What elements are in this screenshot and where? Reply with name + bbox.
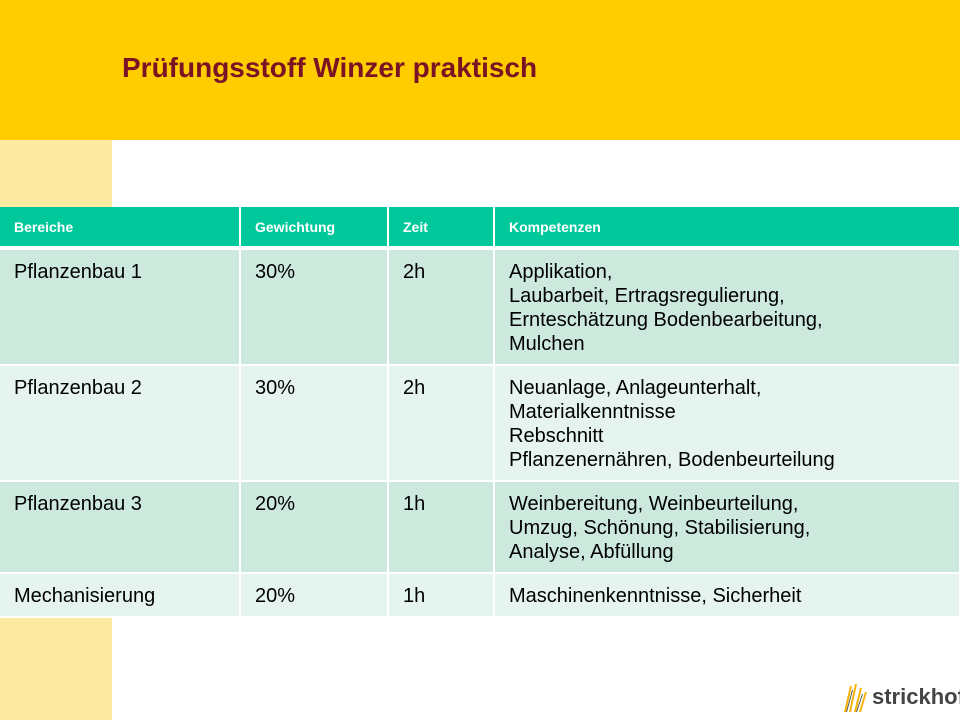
kompetenz-line: Laubarbeit, Ertragsregulierung, (509, 285, 785, 307)
kompetenz-line: Ernteschätzung Bodenbearbeitung, (509, 309, 823, 331)
table-row: Pflanzenbau 2 30% 2h Neuanlage, Anlageun… (0, 365, 960, 482)
cell-kompetenzen: Neuanlage, Anlageunterhalt, Materialkenn… (494, 365, 960, 482)
table-row: Mechanisierung 20% 1h Maschinenkenntniss… (0, 573, 960, 618)
logo-text: strickhof (872, 684, 960, 709)
slide-title: Prüfungsstoff Winzer praktisch (122, 52, 538, 83)
kompetenz-line: Applikation, (509, 261, 613, 283)
kompetenz-line: Materialkenntnisse (509, 401, 676, 423)
cell-kompetenzen: Applikation, Laubarbeit, Ertragsregulier… (494, 248, 960, 366)
kompetenz-line: Rebschnitt (509, 425, 604, 447)
kompetenz-line: Umzug, Schönung, Stabilisierung, (509, 517, 811, 539)
cell-bereich: Pflanzenbau 2 (0, 365, 241, 482)
cell-bereich: Pflanzenbau 3 (0, 481, 241, 574)
cell-bereich: Mechanisierung (0, 573, 241, 618)
strickhof-mark-icon (844, 684, 867, 712)
column-header-kompetenzen: Kompetenzen (494, 207, 960, 250)
kompetenz-line: Maschinenkenntnisse, Sicherheit (509, 585, 802, 607)
cell-zeit: 1h (388, 573, 495, 618)
cell-kompetenzen: Weinbereitung, Weinbeurteilung, Umzug, S… (494, 481, 960, 574)
kompetenz-line: Analyse, Abfüllung (509, 541, 674, 563)
kompetenz-line: Pflanzenernähren, Bodenbeurteilung (509, 449, 835, 471)
header-band (0, 0, 960, 140)
column-header-gewichtung: Gewichtung (240, 207, 389, 250)
competency-table: Bereiche Gewichtung Zeit Kompetenzen Pfl… (0, 207, 960, 618)
cell-gewichtung: 20% (240, 481, 389, 574)
cell-bereich: Pflanzenbau 1 (0, 248, 241, 366)
table-row: Pflanzenbau 3 20% 1h Weinbereitung, Wein… (0, 481, 960, 574)
cell-gewichtung: 20% (240, 573, 389, 618)
column-header-zeit: Zeit (388, 207, 495, 250)
cell-zeit: 2h (388, 248, 495, 366)
cell-zeit: 2h (388, 365, 495, 482)
column-header-bereiche: Bereiche (0, 207, 241, 250)
cell-gewichtung: 30% (240, 365, 389, 482)
cell-gewichtung: 30% (240, 248, 389, 366)
kompetenz-line: Weinbereitung, Weinbeurteilung, (509, 493, 799, 515)
table-row: Pflanzenbau 1 30% 2h Applikation, Laubar… (0, 248, 960, 366)
cell-zeit: 1h (388, 481, 495, 574)
cell-kompetenzen: Maschinenkenntnisse, Sicherheit (494, 573, 960, 618)
strickhof-logo: strickhof (842, 680, 960, 714)
kompetenz-line: Mulchen (509, 333, 585, 355)
table-header-row: Bereiche Gewichtung Zeit Kompetenzen (0, 207, 960, 250)
kompetenz-line: Neuanlage, Anlageunterhalt, (509, 377, 762, 399)
